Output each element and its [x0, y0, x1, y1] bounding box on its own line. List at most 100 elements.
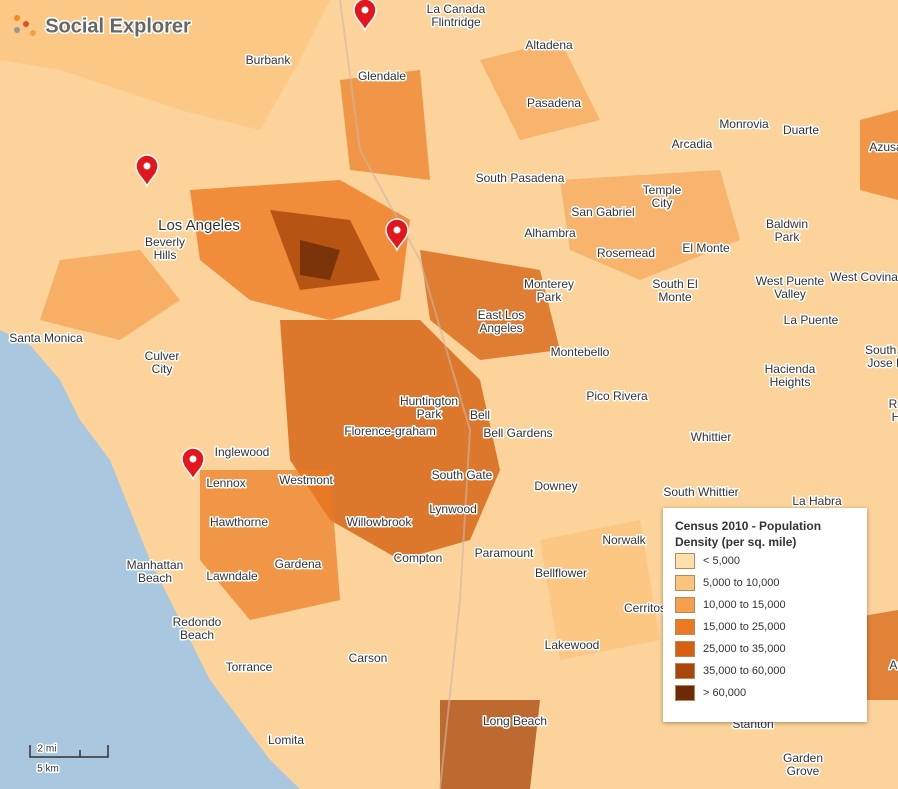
- place-label: Altadena: [525, 38, 573, 52]
- place-label: Garden: [783, 751, 823, 765]
- place-label: Hacienda: [765, 362, 816, 376]
- legend-label: > 60,000: [703, 687, 747, 699]
- legend-item: 15,000 to 25,000: [675, 616, 867, 638]
- legend-label: 15,000 to 25,000: [703, 621, 786, 633]
- legend-label: 25,000 to 35,000: [703, 643, 786, 655]
- scale-miles: 2 mi: [38, 744, 57, 755]
- legend-title: Census 2010 - Population: [675, 519, 822, 533]
- legend-item: > 60,000: [675, 682, 867, 704]
- legend-item: < 5,000: [675, 550, 867, 572]
- place-label: Beverly: [145, 235, 185, 249]
- place-label: Whittier: [691, 430, 732, 444]
- place-label: South Gate: [432, 468, 493, 482]
- place-label: Park: [417, 407, 443, 421]
- legend-label: 35,000 to 60,000: [703, 665, 786, 677]
- place-label: Long Beach: [483, 714, 547, 728]
- place-label: South Whittier: [663, 485, 738, 499]
- place-label: Culver: [145, 349, 180, 363]
- place-label: Heights: [770, 375, 811, 389]
- place-label: Arcadia: [672, 137, 713, 151]
- place-label: West Puente: [756, 274, 825, 288]
- place-label: Torrance: [226, 660, 273, 674]
- legend-swatch: [675, 685, 695, 701]
- place-label: La Puente: [784, 313, 839, 327]
- place-label: Cerritos: [624, 601, 666, 615]
- legend-swatch: [675, 575, 695, 591]
- place-label: Hills: [154, 248, 177, 262]
- legend-label: 10,000 to 15,000: [703, 599, 786, 611]
- map-pin[interactable]: [385, 218, 409, 252]
- legend: Census 2010 - Population Density (per sq.…: [663, 508, 867, 722]
- place-label: Park: [537, 290, 563, 304]
- place-label: Downey: [534, 479, 577, 493]
- legend-item: 10,000 to 15,000: [675, 594, 867, 616]
- place-label: Baldwin: [766, 217, 808, 231]
- place-label: Angeles: [479, 321, 522, 335]
- place-label: El Monte: [682, 241, 730, 255]
- place-label: Huntington: [400, 394, 458, 408]
- place-label: Rowland: [889, 397, 898, 411]
- place-label: Redondo: [173, 615, 222, 629]
- legend-swatch: [675, 641, 695, 657]
- place-label: Monte: [658, 290, 692, 304]
- place-label: South Pasadena: [476, 171, 565, 185]
- place-label: Alhambra: [524, 226, 576, 240]
- place-label: Gardena: [275, 557, 322, 571]
- map-pin[interactable]: [353, 0, 377, 32]
- scale-km: 5 km: [37, 764, 59, 775]
- place-label: East Los: [478, 308, 525, 322]
- map-pin[interactable]: [181, 447, 205, 481]
- place-label: Lynwood: [429, 502, 477, 516]
- legend-swatch: [675, 597, 695, 613]
- legend-label: 5,000 to 10,000: [703, 577, 780, 589]
- scale-bar: 2 mi 5 km: [29, 742, 109, 776]
- place-label: City: [652, 196, 673, 210]
- place-label: Beach: [180, 628, 214, 642]
- place-label: Park: [775, 230, 801, 244]
- place-label: Bell: [470, 408, 490, 422]
- place-label: Compton: [394, 551, 443, 565]
- place-label: Hawthorne: [210, 515, 268, 529]
- place-label: Los Angeles: [158, 217, 240, 234]
- place-label: Montebello: [551, 345, 610, 359]
- place-label: Pico Rivera: [586, 389, 648, 403]
- place-label: South El: [652, 277, 697, 291]
- legend-title: Density (per sq. mile): [675, 535, 797, 549]
- place-label: Inglewood: [215, 445, 270, 459]
- place-label: Jose Hills: [867, 356, 898, 370]
- place-label: Heights: [892, 410, 898, 424]
- brand-name: Social Explorer: [45, 15, 191, 37]
- place-label: La Habra: [792, 494, 842, 508]
- place-label: Manhattan: [127, 558, 184, 572]
- place-label: Willowbrook: [347, 515, 413, 529]
- place-label: West Covina: [830, 270, 898, 284]
- map-pin[interactable]: [135, 154, 159, 188]
- place-label: Temple: [643, 183, 682, 197]
- place-label: Pasadena: [527, 96, 581, 110]
- place-label: Florence-graham: [344, 424, 435, 438]
- legend-swatch: [675, 663, 695, 679]
- place-label: Bellflower: [535, 566, 587, 580]
- place-label: City: [152, 362, 173, 376]
- legend-swatch: [675, 619, 695, 635]
- place-label: Beach: [138, 571, 172, 585]
- place-label: Westmont: [279, 473, 333, 487]
- place-label: Monrovia: [719, 117, 769, 131]
- place-label: Duarte: [783, 123, 819, 137]
- legend-item: 5,000 to 10,000: [675, 572, 867, 594]
- place-labels: Altadena Burbank Glendale La CanadaFlintrid…: [8, 1, 898, 780]
- place-label: Lomita: [268, 733, 304, 747]
- markers: [135, 0, 409, 481]
- place-label: Lennox: [206, 476, 245, 490]
- place-label: Lawndale: [206, 569, 258, 583]
- place-label: Flintridge: [431, 15, 481, 29]
- place-label: South San: [865, 343, 898, 357]
- place-label: Anaheim: [889, 658, 898, 672]
- place-label: Glendale: [358, 69, 406, 83]
- place-label: Burbank: [246, 53, 292, 67]
- place-label: Paramount: [475, 546, 534, 560]
- place-label: La Canada: [427, 2, 486, 16]
- place-label: Grove: [787, 764, 820, 778]
